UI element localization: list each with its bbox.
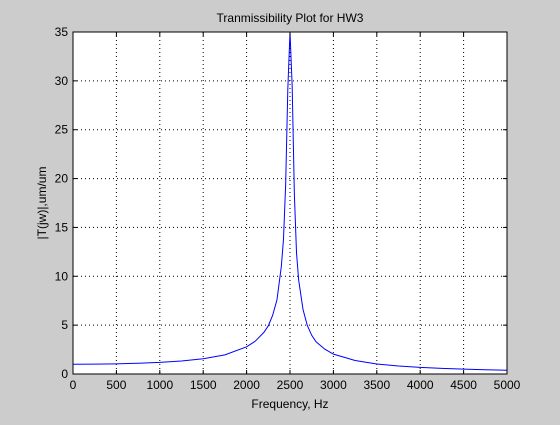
plot-area bbox=[73, 32, 507, 374]
y-tick-label: 30 bbox=[55, 74, 69, 88]
x-tick-labels: 0 500 1000 1500 2000 2500 3000 3500 4000 4500 5000 bbox=[70, 378, 521, 392]
x-tick-label: 1000 bbox=[146, 378, 173, 392]
chart-title: Tranmissibility Plot for HW3 bbox=[217, 11, 364, 25]
y-tick-label: 35 bbox=[55, 25, 69, 39]
x-tick-label: 5000 bbox=[494, 378, 521, 392]
x-tick-label: 4000 bbox=[407, 378, 434, 392]
x-tick-label: 500 bbox=[106, 378, 126, 392]
x-tick-label: 3000 bbox=[320, 378, 347, 392]
x-tick-label: 2500 bbox=[277, 378, 304, 392]
y-tick-label: 25 bbox=[55, 123, 69, 137]
y-tick-label: 20 bbox=[55, 172, 69, 186]
x-tick-label: 1500 bbox=[190, 378, 217, 392]
x-axis-label: Frequency, Hz bbox=[251, 397, 328, 411]
y-tick-label: 15 bbox=[55, 220, 69, 234]
y-tick-label: 5 bbox=[61, 318, 68, 332]
y-tick-label: 0 bbox=[61, 367, 68, 381]
y-tick-label: 10 bbox=[55, 269, 69, 283]
grid bbox=[73, 32, 507, 374]
x-tick-label: 2000 bbox=[233, 378, 260, 392]
x-tick-label: 0 bbox=[70, 378, 77, 392]
y-tick-labels: 0 5 10 15 20 25 30 35 bbox=[55, 25, 69, 381]
ticks bbox=[72, 31, 508, 375]
x-tick-label: 4500 bbox=[450, 378, 477, 392]
y-axis-label: |T(jw)|,um/um bbox=[35, 167, 49, 240]
x-tick-label: 3500 bbox=[363, 378, 390, 392]
